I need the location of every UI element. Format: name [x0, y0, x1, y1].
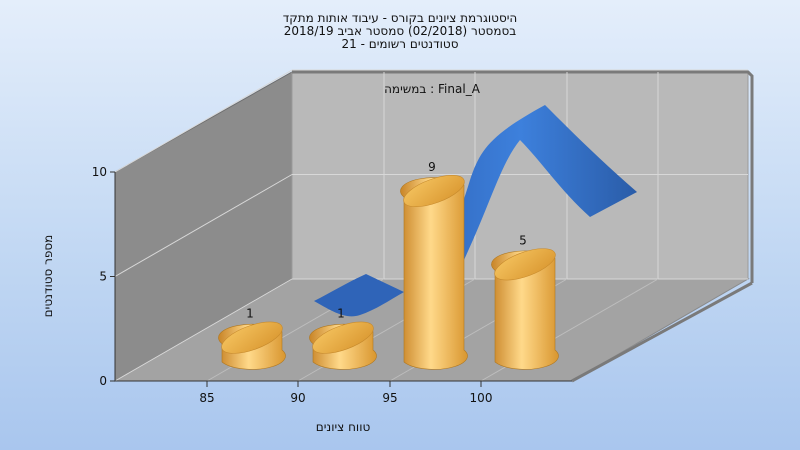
y-tick-label: 10	[92, 165, 107, 179]
x-tick-label: 90	[290, 391, 305, 405]
back-wall	[291, 71, 749, 280]
y-tick-label: 5	[99, 270, 107, 284]
data-label: 9	[428, 160, 436, 174]
bars: 1 1 9 5	[218, 160, 559, 370]
gridline-side	[114, 69, 293, 173]
data-label: 5	[519, 233, 527, 247]
x-tick-label: 85	[199, 391, 214, 405]
gridline-side	[114, 278, 293, 382]
data-label: 1	[246, 307, 254, 321]
y-axis-title: מספר סטודנטים	[41, 235, 55, 318]
bar-top	[403, 174, 465, 208]
bar-top	[494, 248, 556, 281]
chart-title-line-1: היסטוגרמת ציונים בקורס - עיבוד אותות מתק…	[283, 11, 518, 25]
wall-edge-shadow	[292, 70, 754, 283]
bar-top	[312, 321, 374, 354]
y-tick-label: 0	[99, 374, 107, 388]
x-ticks: 85 90 95 100	[199, 381, 492, 405]
x-axis-title: טווח ציונים	[316, 420, 371, 434]
bar-top	[221, 321, 283, 354]
blue-ribbon	[314, 274, 404, 317]
y-ticks: 0 5 10	[92, 165, 115, 388]
chart-title-line-3: סטודנטים רשומים - 21	[341, 37, 458, 51]
chart-title-line-2: בסמסטר (02/2018) סמסטר אביב 2018/19	[284, 24, 516, 38]
bar	[400, 177, 468, 370]
bar	[491, 250, 559, 370]
floor-edge-shadow	[571, 281, 753, 383]
gridline-side	[114, 174, 293, 277]
x-tick-label: 100	[470, 391, 493, 405]
x-tick-label: 95	[382, 391, 397, 405]
series-legend: במשימה : Final_A	[384, 82, 481, 96]
data-label: 1	[337, 307, 345, 321]
